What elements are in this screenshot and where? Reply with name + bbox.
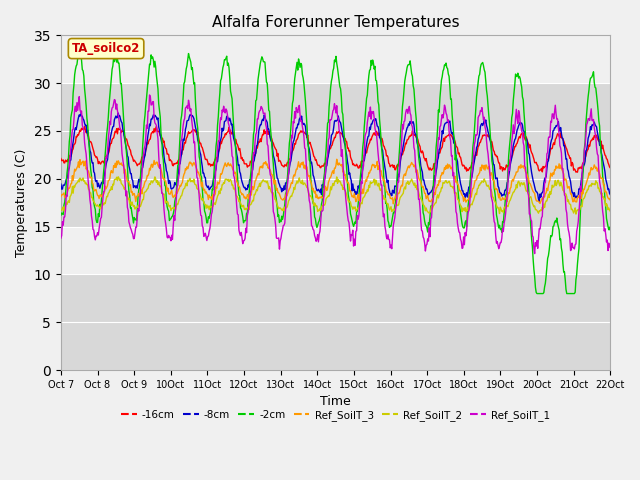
- X-axis label: Time: Time: [320, 396, 351, 408]
- Y-axis label: Temperatures (C): Temperatures (C): [15, 148, 28, 257]
- Bar: [61, 275, 611, 370]
- Legend: -16cm, -8cm, -2cm, Ref_SoilT_3, Ref_SoilT_2, Ref_SoilT_1: -16cm, -8cm, -2cm, Ref_SoilT_3, Ref_Soil…: [116, 406, 554, 425]
- Text: TA_soilco2: TA_soilco2: [72, 42, 140, 55]
- Title: Alfalfa Forerunner Temperatures: Alfalfa Forerunner Temperatures: [212, 15, 460, 30]
- Bar: [61, 83, 611, 227]
